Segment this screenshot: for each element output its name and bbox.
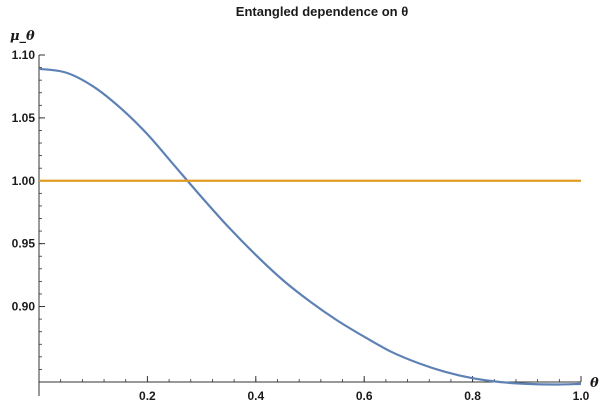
y-tick-label: 0.95 [12,237,36,251]
x-tick-label: 0.8 [464,389,481,403]
y-tick-label: 1.05 [12,111,36,125]
x-tick-label: 1.0 [573,389,590,403]
x-tick-label: 0.2 [139,389,156,403]
x-tick-label: 0.6 [356,389,373,403]
series-line-1 [38,67,582,386]
x-axis-label: θ [590,376,599,391]
series-group [38,67,582,386]
chart-title: Entangled dependence on θ [236,4,408,19]
axes: 0.2 0.4 0.6 0.8 1.0 0.90 0.95 1.00 1.05 1.10 [12,48,590,403]
y-tick-label: 0.90 [12,300,36,314]
x-tick-label: 0.4 [247,389,264,403]
y-tick-label: 1.10 [12,48,36,62]
y-axis-label: μ_θ [10,29,35,44]
y-tick-label: 1.00 [12,174,36,188]
